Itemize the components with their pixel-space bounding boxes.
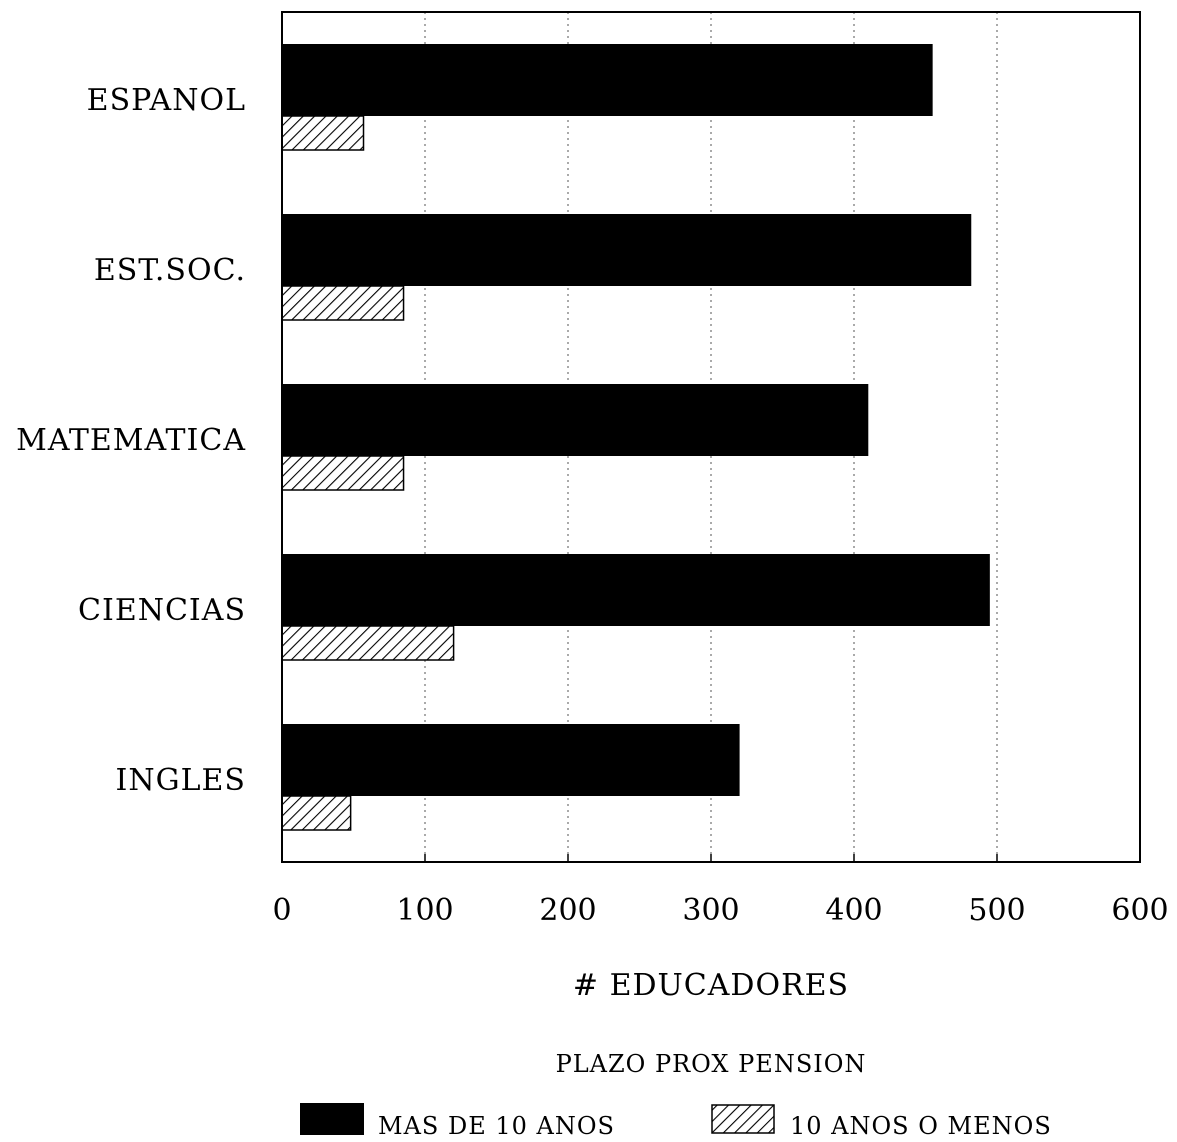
x-tick-label: 400 xyxy=(825,893,882,928)
x-tick-label: 200 xyxy=(539,893,596,928)
bar-mas-de-10-anos xyxy=(282,44,933,116)
legend-label: 10 ANOS O MENOS xyxy=(790,1112,1052,1140)
plot-frame xyxy=(281,11,1141,863)
bar-10-anos-o-menos xyxy=(281,795,352,831)
x-tick-labels: 0 100 200 300 400 500 600 xyxy=(272,893,1168,928)
category-label: CIENCIAS xyxy=(78,593,246,628)
x-tick-label: 100 xyxy=(396,893,453,928)
bar-10-anos-o-menos xyxy=(281,455,405,491)
legend: MAS DE 10 ANOS 10 ANOS O MENOS xyxy=(300,1103,1052,1140)
x-tick-label: 500 xyxy=(968,893,1025,928)
x-tick-label: 0 xyxy=(272,893,291,928)
x-tick-label: 600 xyxy=(1111,893,1168,928)
bar-mas-de-10-anos xyxy=(282,214,972,286)
category-label: INGLES xyxy=(116,763,246,798)
bar-mas-de-10-anos xyxy=(282,554,990,626)
bar-10-anos-o-menos xyxy=(281,115,365,151)
category-label: ESPANOL xyxy=(87,83,246,118)
bar-10-anos-o-menos xyxy=(281,285,405,321)
bar-10-anos-o-menos xyxy=(281,625,455,661)
legend-title: PLAZO PROX PENSION xyxy=(556,1050,867,1078)
category-labels: ESPANOL EST.SOC. MATEMATICA CIENCIAS INGLES xyxy=(16,83,246,798)
category-label: EST.SOC. xyxy=(94,253,246,288)
x-axis-title: # EDUCADORES xyxy=(573,968,849,1003)
legend-label: MAS DE 10 ANOS xyxy=(378,1112,615,1140)
legend-swatch-solid xyxy=(300,1103,364,1135)
category-label: MATEMATICA xyxy=(16,423,246,458)
bar-mas-de-10-anos xyxy=(282,384,869,456)
bar-mas-de-10-anos xyxy=(282,724,740,796)
bars-group xyxy=(281,44,990,831)
x-tick-label: 300 xyxy=(682,893,739,928)
legend-swatch-hatched xyxy=(711,1104,775,1134)
